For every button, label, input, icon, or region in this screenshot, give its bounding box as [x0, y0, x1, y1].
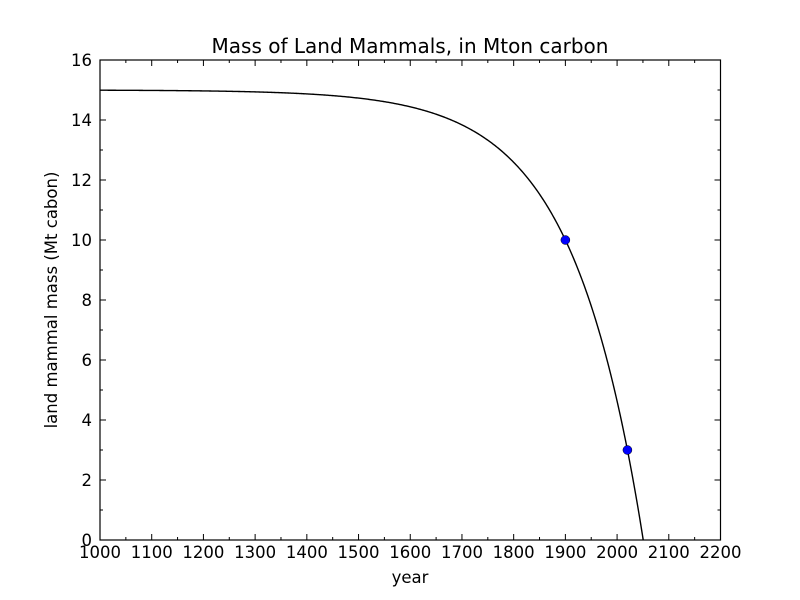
- x-tick-label: 1800: [493, 543, 535, 562]
- x-tick-label: 2000: [596, 543, 638, 562]
- plot-area: 1000 1100 1200 1300 1400 1500 1600 1700 1800 1900…: [71, 51, 742, 562]
- y-tick-label: 6: [82, 351, 93, 370]
- y-tick-label: 14: [71, 111, 92, 130]
- y-tick-label: 4: [82, 411, 93, 430]
- x-tick-label: 1700: [441, 543, 483, 562]
- highlight-points-marker: [622, 445, 633, 455]
- x-tick-label: 1300: [234, 543, 276, 562]
- y-axis-label: land mammal mass (Mt cabon): [42, 172, 61, 429]
- land-mammal-mass-curve: [100, 89, 644, 541]
- x-tick-label: 1900: [544, 543, 586, 562]
- plot-border: [99, 59, 722, 541]
- x-tick-label: 1000: [79, 543, 121, 562]
- x-tick-label: 1600: [389, 543, 431, 562]
- y-tick-label: 16: [71, 51, 92, 70]
- x-tick-label: 1400: [286, 543, 328, 562]
- x-axis-label: year: [392, 568, 429, 587]
- x-tick-label: 1500: [338, 543, 380, 562]
- y-tick-label: 10: [71, 231, 92, 250]
- x-tick-label: 2200: [700, 543, 742, 562]
- y-tick-label: 0: [82, 531, 93, 550]
- y-tick-label: 12: [71, 171, 92, 190]
- chart-title: Mass of Land Mammals, in Mton carbon: [212, 34, 609, 58]
- x-tick-label: 1100: [131, 543, 173, 562]
- highlight-points-marker: [560, 235, 571, 245]
- y-tick-label: 8: [82, 291, 93, 310]
- x-tick-label: 1200: [182, 543, 224, 562]
- x-tick-label: 2100: [648, 543, 690, 562]
- y-tick-label: 2: [82, 471, 93, 490]
